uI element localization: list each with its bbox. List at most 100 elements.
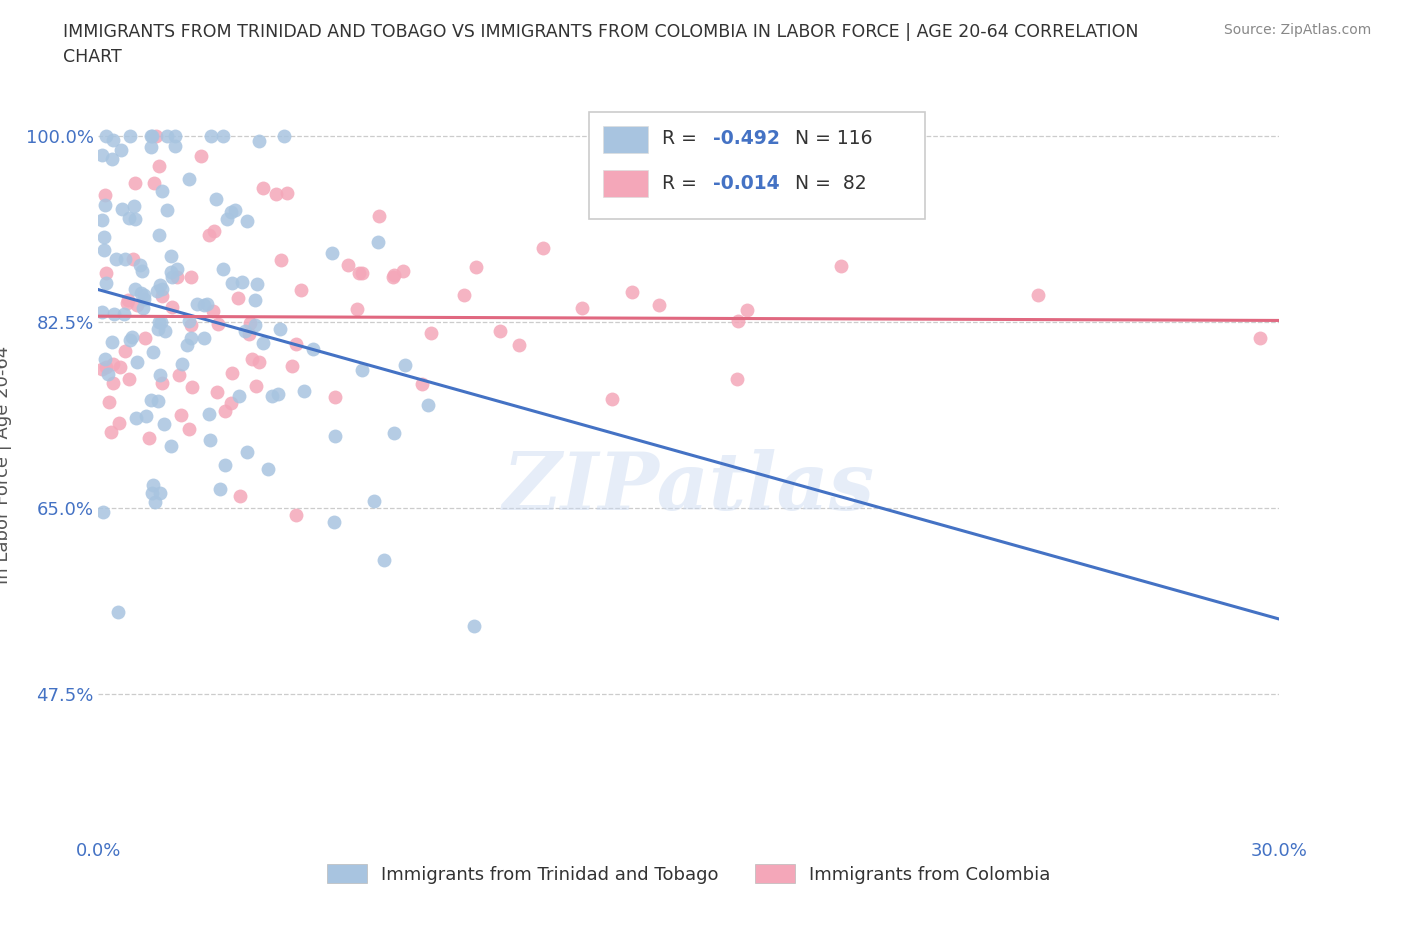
Point bbox=[128, 258, 150, 272]
Point bbox=[243, 292, 266, 307]
Point bbox=[290, 282, 312, 297]
Point bbox=[200, 432, 222, 447]
Point bbox=[107, 604, 129, 619]
Point bbox=[284, 508, 307, 523]
Text: Source: ZipAtlas.com: Source: ZipAtlas.com bbox=[1223, 23, 1371, 37]
Point bbox=[100, 424, 122, 439]
Text: -0.492: -0.492 bbox=[713, 129, 779, 148]
Point bbox=[146, 322, 169, 337]
Point bbox=[180, 270, 202, 285]
Point bbox=[226, 291, 249, 306]
Point bbox=[211, 128, 233, 143]
Point bbox=[236, 214, 259, 229]
Point bbox=[246, 276, 269, 291]
Point bbox=[101, 132, 124, 147]
Point bbox=[125, 354, 148, 369]
Point bbox=[176, 338, 198, 352]
Point bbox=[266, 387, 288, 402]
Point bbox=[193, 330, 215, 345]
Point bbox=[148, 159, 170, 174]
Point bbox=[120, 332, 142, 347]
Y-axis label: In Labor Force | Age 20-64: In Labor Force | Age 20-64 bbox=[0, 346, 11, 584]
Point bbox=[463, 618, 485, 633]
Point bbox=[725, 371, 748, 386]
Point bbox=[221, 276, 243, 291]
Text: R =: R = bbox=[662, 129, 703, 148]
Point bbox=[166, 270, 188, 285]
Point bbox=[252, 336, 274, 351]
Point bbox=[93, 188, 115, 203]
Point bbox=[141, 140, 163, 155]
Point bbox=[620, 285, 643, 299]
Point bbox=[108, 416, 131, 431]
Legend: Immigrants from Trinidad and Tobago, Immigrants from Colombia: Immigrants from Trinidad and Tobago, Imm… bbox=[328, 864, 1050, 884]
Point bbox=[101, 335, 124, 350]
Point bbox=[91, 504, 114, 519]
Point bbox=[91, 213, 114, 228]
Point bbox=[150, 376, 173, 391]
FancyBboxPatch shape bbox=[603, 170, 648, 197]
Text: CHART: CHART bbox=[63, 48, 122, 66]
Point bbox=[346, 301, 368, 316]
Point bbox=[264, 186, 287, 201]
Point bbox=[1028, 287, 1050, 302]
Point bbox=[260, 389, 283, 404]
Point bbox=[193, 297, 215, 312]
Point bbox=[141, 486, 163, 501]
Point bbox=[209, 482, 232, 497]
Point bbox=[160, 248, 183, 263]
Point bbox=[134, 292, 156, 307]
Point bbox=[91, 362, 114, 377]
Point bbox=[382, 426, 405, 441]
Point bbox=[103, 376, 125, 391]
Point bbox=[103, 306, 125, 321]
Point bbox=[323, 428, 346, 443]
Point bbox=[367, 235, 389, 250]
Point bbox=[124, 281, 146, 296]
Point bbox=[120, 128, 142, 143]
Point bbox=[180, 380, 202, 395]
Point bbox=[132, 287, 155, 302]
Point bbox=[160, 265, 183, 280]
Point bbox=[464, 259, 486, 274]
Point bbox=[148, 314, 170, 329]
Point bbox=[531, 241, 554, 256]
Point bbox=[124, 410, 146, 425]
Point bbox=[252, 180, 274, 195]
Point bbox=[91, 304, 114, 319]
Point bbox=[321, 246, 343, 260]
Point bbox=[117, 292, 139, 307]
Point bbox=[160, 299, 183, 314]
Point bbox=[150, 282, 173, 297]
Point bbox=[150, 184, 173, 199]
Point bbox=[186, 297, 208, 312]
Point bbox=[150, 314, 173, 329]
Point bbox=[105, 251, 128, 266]
Point bbox=[418, 397, 440, 412]
Point bbox=[269, 321, 291, 336]
Point bbox=[257, 461, 280, 476]
Point bbox=[190, 149, 212, 164]
Point bbox=[394, 358, 416, 373]
Point bbox=[373, 552, 395, 567]
Point bbox=[165, 139, 187, 153]
Point bbox=[146, 393, 169, 408]
Point bbox=[302, 342, 325, 357]
Point bbox=[363, 494, 385, 509]
Point bbox=[93, 243, 115, 258]
Point bbox=[134, 330, 156, 345]
Point bbox=[94, 128, 117, 143]
Point bbox=[198, 406, 221, 421]
Point bbox=[141, 128, 163, 143]
Point bbox=[337, 258, 360, 272]
Point bbox=[170, 407, 193, 422]
Point bbox=[214, 458, 236, 472]
Point bbox=[145, 128, 167, 143]
Point bbox=[129, 286, 152, 300]
Point bbox=[146, 283, 169, 298]
Point bbox=[163, 128, 186, 143]
Point bbox=[172, 356, 194, 371]
Point bbox=[240, 352, 263, 366]
FancyBboxPatch shape bbox=[603, 126, 648, 153]
Point bbox=[97, 366, 120, 381]
